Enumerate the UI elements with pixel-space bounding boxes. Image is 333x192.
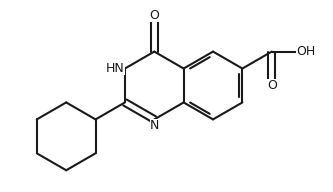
Text: O: O	[267, 79, 277, 92]
Text: OH: OH	[296, 45, 315, 58]
Text: N: N	[150, 119, 159, 132]
Text: O: O	[150, 9, 159, 22]
Text: HN: HN	[106, 62, 125, 75]
